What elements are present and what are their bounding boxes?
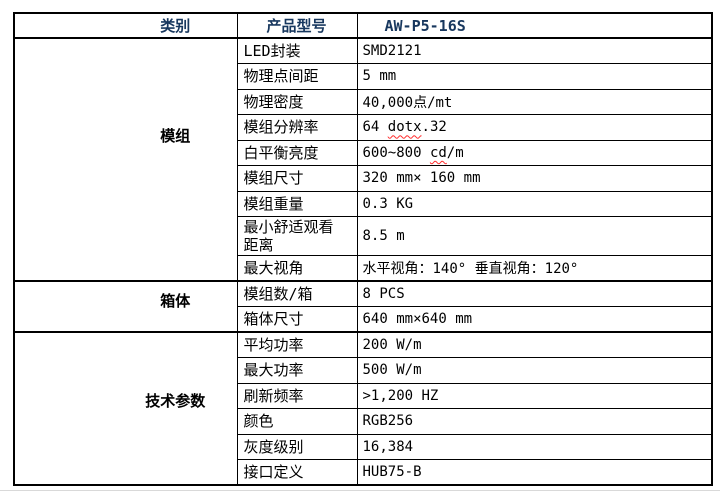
table-row: 最大功率 500 W/m: [14, 357, 713, 384]
spec-label: 平均功率: [236, 331, 358, 358]
spec-value: 320 mm× 160 mm: [356, 165, 713, 192]
spec-value: 16,384: [356, 433, 713, 460]
page-boundary-line: [0, 490, 720, 491]
group-label-tech-params: 技术参数: [13, 331, 238, 486]
group-label-cabinet: 箱体: [13, 280, 238, 333]
table-row: 物理密度 40,000点/mt: [14, 88, 713, 115]
spec-label: 模组重量: [236, 190, 358, 217]
spec-value: >1,200 HZ: [356, 382, 713, 409]
table-row: 技术参数 平均功率 200 W/m: [13, 331, 713, 486]
spec-label: 箱体尺寸: [236, 306, 358, 333]
table-row: 白平衡亮度 600~800 cd/m: [14, 139, 713, 166]
spec-value: 5 mm: [356, 63, 713, 90]
spec-label: LED封装: [236, 37, 358, 64]
spec-value: 8 PCS: [356, 280, 713, 307]
spec-label: 最小舒适观看 距离: [236, 216, 358, 256]
spec-label: 模组分辨率: [236, 114, 358, 141]
misspelled-word: dotx: [387, 119, 422, 136]
table-row: 颜色 RGB256: [14, 408, 713, 435]
table-row: 最大视角 水平视角：140° 垂直视角：120°: [14, 255, 713, 282]
spec-value: 0.3 KG: [356, 190, 713, 217]
table-row: 模组尺寸 320 mm× 160 mm: [14, 165, 713, 192]
table-row: 灰度级别 16,384: [14, 433, 713, 460]
spec-label: 模组数/箱: [236, 280, 358, 307]
spec-value: 水平视角：140° 垂直视角：120°: [356, 255, 713, 282]
spec-label: 颜色: [236, 408, 358, 435]
spec-label: 物理点间距: [236, 63, 358, 90]
spec-value: HUB75-B: [356, 459, 713, 486]
table-row: 物理点间距 5 mm: [14, 63, 713, 90]
spec-table: 类别 产品型号 AW-P5-16S 模组 LED封装 SMD2121 物理点间距…: [13, 12, 713, 486]
value-text: .32: [421, 119, 447, 136]
header-model-label: 产品型号: [236, 12, 358, 39]
spec-value: 600~800 cd/m: [356, 139, 713, 166]
spec-value: 64 dotx.32: [356, 114, 713, 141]
spec-label: 刷新频率: [236, 382, 358, 409]
spec-value: 640 mm×640 mm: [356, 306, 713, 333]
value-text: /m: [446, 144, 464, 161]
spec-value: 40,000点/mt: [356, 88, 713, 115]
spec-value: RGB256: [356, 408, 713, 435]
spec-label: 物理密度: [236, 88, 358, 115]
spec-label: 白平衡亮度: [236, 139, 358, 166]
value-text: 600~800: [362, 144, 430, 161]
table-row: 刷新频率 >1,200 HZ: [14, 382, 713, 409]
table-row: 模组分辨率 64 dotx.32: [14, 114, 713, 141]
table-row: 箱体尺寸 640 mm×640 mm: [14, 306, 713, 333]
spec-label: 最大功率: [236, 357, 358, 384]
table-row: 模组 LED封装 SMD2121: [13, 37, 713, 282]
spec-value: 500 W/m: [356, 357, 713, 384]
table-row: 模组重量 0.3 KG: [14, 190, 713, 217]
header-model-value: AW-P5-16S: [356, 12, 713, 39]
misspelled-word: cd: [429, 144, 447, 161]
spec-value: 200 W/m: [356, 331, 713, 358]
value-text: 64: [362, 119, 388, 136]
table-row: 接口定义 HUB75-B: [14, 459, 713, 486]
spec-value: SMD2121: [356, 37, 713, 64]
spec-label: 灰度级别: [236, 433, 358, 460]
table-row: 箱体 模组数/箱 8 PCS: [13, 280, 713, 333]
header-category-label: 类别: [13, 12, 238, 39]
spec-value: 8.5 m: [356, 216, 713, 256]
spec-label: 最大视角: [236, 255, 358, 282]
spec-label: 接口定义: [236, 459, 358, 486]
spec-label: 模组尺寸: [236, 165, 358, 192]
table-row: 最小舒适观看 距离 8.5 m: [14, 216, 713, 256]
table-header-row: 类别 产品型号 AW-P5-16S: [13, 12, 713, 39]
group-label-module: 模组: [13, 37, 238, 282]
